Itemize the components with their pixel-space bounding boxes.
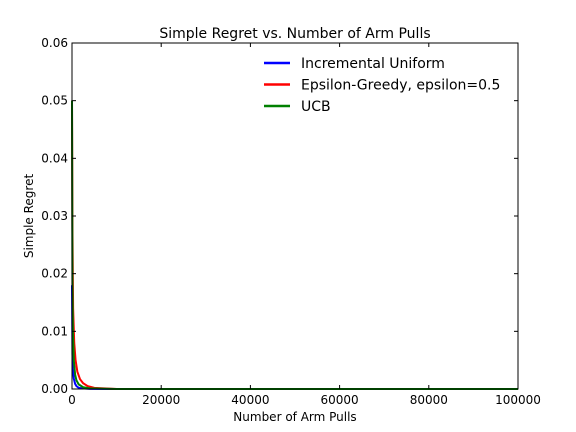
y-tick-label: 0.03 xyxy=(41,209,68,223)
y-axis-label: Simple Regret xyxy=(22,174,36,259)
x-tick-label: 60000 xyxy=(321,393,359,407)
x-tick-label: 20000 xyxy=(142,393,180,407)
x-axis-label: Number of Arm Pulls xyxy=(233,410,356,424)
x-tick-label: 80000 xyxy=(410,393,448,407)
x-tick-label: 100000 xyxy=(495,393,541,407)
legend-label-2: UCB xyxy=(301,99,331,115)
x-tick-label: 40000 xyxy=(231,393,269,407)
x-tick-label: 0 xyxy=(68,393,76,407)
axis-ticks: 0 20000 40000 60000 80000 100000 0.00 0.01 0.02 0… xyxy=(41,36,541,407)
legend: Incremental Uniform Epsilon-Greedy, epsil… xyxy=(264,56,500,115)
y-tick-label: 0.00 xyxy=(41,382,68,396)
y-tick-label: 0.01 xyxy=(41,324,68,338)
y-tick-label: 0.05 xyxy=(41,94,68,108)
y-tick-label: 0.06 xyxy=(41,36,68,50)
legend-label-0: Incremental Uniform xyxy=(301,56,445,72)
y-tick-label: 0.04 xyxy=(41,151,68,165)
y-tick-label: 0.02 xyxy=(41,267,68,281)
legend-label-1: Epsilon-Greedy, epsilon=0.5 xyxy=(301,78,500,94)
chart-title: Simple Regret vs. Number of Arm Pulls xyxy=(159,26,430,42)
